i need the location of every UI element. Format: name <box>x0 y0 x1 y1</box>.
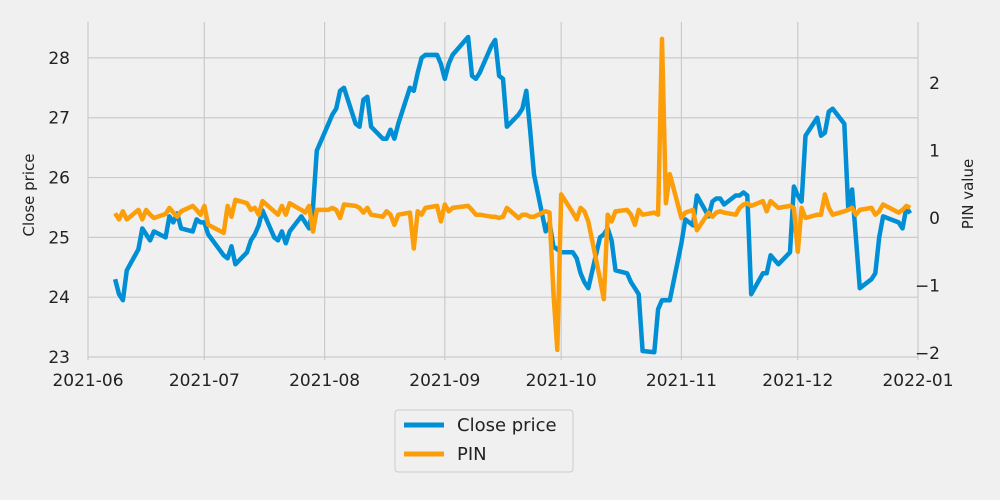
left-y-axis-label: Close price <box>20 154 38 237</box>
left-y-tick-label: 24 <box>48 288 70 308</box>
right-y-tick-label: 2 <box>929 74 940 94</box>
x-tick-label: 2021-10 <box>526 371 597 391</box>
left-y-axis-ticks: 23 24 25 26 27 28 <box>48 49 70 368</box>
right-y-tick-label: 1 <box>929 141 940 161</box>
legend-label-close-price: Close price <box>457 415 557 436</box>
grid <box>87 22 919 360</box>
left-y-tick-label: 27 <box>48 109 70 129</box>
series-lines <box>112 34 913 355</box>
x-tick-label: 2021-08 <box>289 371 360 391</box>
x-tick-label: 2021-07 <box>169 371 240 391</box>
x-tick-label: 2022-01 <box>882 371 953 391</box>
left-y-tick-label: 28 <box>48 49 70 69</box>
legend: Close price PIN <box>394 409 574 473</box>
right-y-axis-ticks: −2 −1 0 1 2 <box>915 74 940 364</box>
right-y-tick-label: −2 <box>915 344 940 364</box>
x-tick-label: 2021-09 <box>409 371 480 391</box>
right-y-tick-label: 0 <box>929 209 940 229</box>
x-axis-ticks: 2021-06 2021-07 2021-08 2021-09 2021-10 2021-… <box>52 371 953 391</box>
right-y-tick-label: −1 <box>915 277 940 297</box>
left-y-tick-label: 26 <box>48 169 70 189</box>
x-tick-label: 2021-11 <box>646 371 717 391</box>
x-tick-label: 2021-12 <box>762 371 833 391</box>
right-y-axis-label: PIN value <box>959 159 977 229</box>
series-line-pin <box>113 36 912 353</box>
legend-label-pin: PIN <box>457 444 487 465</box>
series-line-close-price <box>112 34 913 355</box>
left-y-tick-label: 25 <box>48 228 70 248</box>
left-y-tick-label: 23 <box>48 348 70 368</box>
x-tick-label: 2021-06 <box>52 371 123 391</box>
